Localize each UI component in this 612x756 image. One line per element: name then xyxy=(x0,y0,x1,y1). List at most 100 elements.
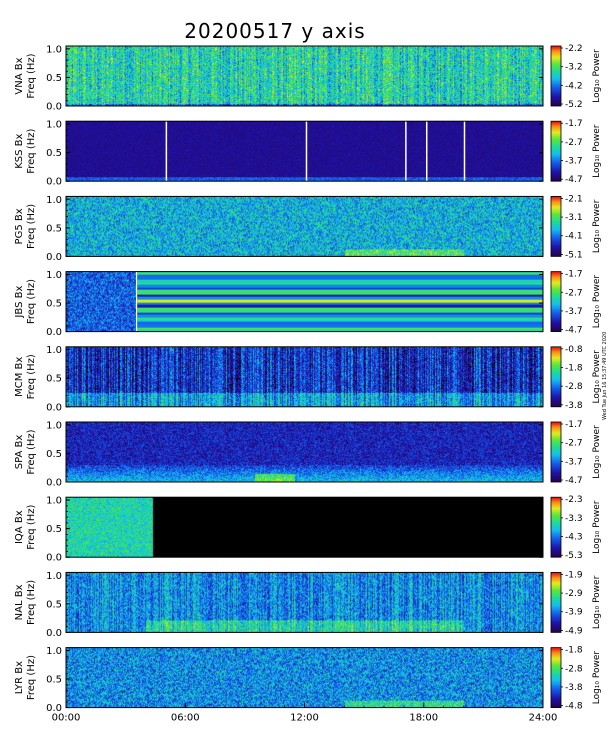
colorbar-tick-label: -3.1 xyxy=(565,213,583,223)
panel-frame xyxy=(65,496,544,558)
panel-pg5: 0.0 0.5 1.0 PG5 Bx Freq (Hz) -2.1 -3.1 -4.1 -5.1… xyxy=(14,194,602,263)
colorbar-tick-label: -4.7 xyxy=(565,326,583,336)
spectrogram-image xyxy=(66,46,543,106)
station-label: IQA Bx xyxy=(14,510,25,544)
y-tick-label: 1.0 xyxy=(46,496,62,507)
y-tick-label: 0.0 xyxy=(46,327,62,338)
station-label: VNA Bx xyxy=(14,57,25,94)
colorbar-tick-label: -2.1 xyxy=(565,194,583,204)
chart-title: 20200517 y axis xyxy=(184,19,365,43)
colorbar-tick-label: -3.3 xyxy=(565,514,583,524)
colorbar-tick-label: -3.8 xyxy=(565,401,583,411)
spectrogram-image xyxy=(66,346,543,407)
station-label: PG5 Bx xyxy=(14,208,25,244)
y-tick-label: 0.0 xyxy=(46,703,62,714)
colorbar-tick-label: -3.7 xyxy=(565,307,583,317)
y-tick-label: 0.0 xyxy=(46,402,62,413)
colorbar xyxy=(551,497,561,558)
y-tick-label: 1.0 xyxy=(46,120,62,131)
colorbar-tick-label: -0.8 xyxy=(565,345,583,355)
panel-frame xyxy=(65,346,544,408)
y-tick-label: 1.0 xyxy=(46,646,62,657)
y-tick-label: 1.0 xyxy=(46,195,62,206)
y-tick-label: 0.0 xyxy=(46,478,62,489)
colorbar xyxy=(551,422,561,482)
y-tick-label: 0.5 xyxy=(46,374,62,385)
panel-kss: 0.0 0.5 1.0 KSS Bx Freq (Hz) -1.7 -2.7 -3.7 -4.7… xyxy=(14,119,602,188)
x-tick-label: 18:00 xyxy=(409,713,438,724)
station-label: KSS Bx xyxy=(14,134,25,169)
colorbar-tick-label: -4.2 xyxy=(565,81,583,91)
colorbar-tick-label: -1.7 xyxy=(565,420,583,430)
freq-axis-label: Freq (Hz) xyxy=(26,279,37,324)
panel-iqa: 0.0 0.5 1.0 IQA Bx Freq (Hz) -2.3 -3.3 -4.3 -5.3… xyxy=(14,495,602,564)
spectrogram-image xyxy=(66,647,543,708)
y-tick-label: 1.0 xyxy=(46,345,62,356)
colorbar-label: Log₁₀ Power xyxy=(592,124,602,178)
colorbar xyxy=(551,647,561,708)
y-tick-label: 1.0 xyxy=(46,270,62,281)
station-label: MCM Bx xyxy=(14,357,25,397)
panel-lyr: 0.0 0.5 1.0 LYR Bx Freq (Hz) -1.8 -2.8 -3.8 -4.8… xyxy=(14,646,602,715)
y-tick-label: 0.5 xyxy=(46,524,62,535)
colorbar-tick-label: -3.7 xyxy=(565,457,583,467)
panel-jbs: 0.0 0.5 1.0 JBS Bx Freq (Hz) -1.7 -2.7 -3.7 -4.7… xyxy=(14,270,602,339)
x-tick-label: 06:00 xyxy=(171,713,200,724)
y-tick-label: 0.5 xyxy=(46,148,62,159)
freq-axis-label: Freq (Hz) xyxy=(26,655,37,700)
panel-frame xyxy=(65,421,544,483)
spectrogram-image xyxy=(66,422,543,482)
y-tick-label: 0.5 xyxy=(46,299,62,310)
colorbar-label: Log₁₀ Power xyxy=(592,275,602,329)
colorbar-tick-label: -5.2 xyxy=(565,100,583,110)
freq-axis-label: Freq (Hz) xyxy=(26,505,37,550)
colorbar-frame xyxy=(550,572,562,633)
colorbar-tick-label: -3.2 xyxy=(565,63,583,73)
y-tick-label: 0.0 xyxy=(46,628,62,639)
colorbar-tick-label: -1.7 xyxy=(565,119,583,129)
colorbar-tick-label: -4.1 xyxy=(565,232,583,242)
panel-frame xyxy=(65,571,544,633)
x-tick-label: 12:00 xyxy=(290,713,319,724)
colorbar-tick-label: -2.7 xyxy=(565,138,583,148)
colorbar-label: Log₁₀ Power xyxy=(592,651,602,705)
colorbar-frame xyxy=(550,647,562,708)
panel-nal: 0.0 0.5 1.0 NAL Bx Freq (Hz) -1.9 -2.9 -3.9 -4.9… xyxy=(14,570,602,639)
y-tick-label: 0.0 xyxy=(46,553,62,564)
y-tick-label: 0.5 xyxy=(46,223,62,234)
colorbar-tick-label: -4.7 xyxy=(565,476,583,486)
colorbar-label: Log₁₀ Power xyxy=(592,199,602,253)
y-tick-label: 1.0 xyxy=(46,44,62,55)
colorbar-tick-label: -2.9 xyxy=(565,589,583,599)
colorbar-tick-label: -2.7 xyxy=(565,439,583,449)
colorbar-tick-label: -2.7 xyxy=(565,288,583,298)
panel-frame xyxy=(65,271,544,333)
colorbar-tick-label: -2.2 xyxy=(565,44,583,54)
colorbar-tick-label: -5.1 xyxy=(565,250,583,260)
colorbar-frame xyxy=(550,496,562,558)
colorbar-tick-label: -1.8 xyxy=(565,363,583,373)
y-tick-label: 0.0 xyxy=(46,177,62,188)
colorbar-label: Log₁₀ Power xyxy=(592,500,602,554)
colorbar-label: Log₁₀ Power xyxy=(592,350,602,404)
colorbar-tick-label: -3.7 xyxy=(565,157,583,167)
station-label: SPA Bx xyxy=(14,435,25,470)
colorbar-frame xyxy=(550,195,562,257)
panel-spa: 0.0 0.5 1.0 SPA Bx Freq (Hz) -1.7 -2.7 -3.7 -4.7… xyxy=(14,420,602,489)
y-tick-label: 1.0 xyxy=(46,420,62,431)
freq-axis-label: Freq (Hz) xyxy=(26,429,37,474)
station-label: JBS Bx xyxy=(14,286,25,319)
colorbar-tick-label: -2.8 xyxy=(565,664,583,674)
colorbar-frame xyxy=(550,421,562,483)
colorbar xyxy=(551,572,561,633)
side-stamp: Wed Tue Jun 16 15:37:49 UTC 2020 xyxy=(602,332,608,420)
colorbar-tick-label: -3.8 xyxy=(565,683,583,693)
freq-axis-label: Freq (Hz) xyxy=(26,129,37,174)
panel-vna: 0.0 0.5 1.0 VNA Bx Freq (Hz) -2.2 -3.2 -4.2 -5.2… xyxy=(14,44,602,113)
freq-axis-label: Freq (Hz) xyxy=(26,53,37,98)
spectrogram-image xyxy=(66,497,543,558)
colorbar xyxy=(551,46,561,106)
spectrogram-image xyxy=(66,196,543,257)
